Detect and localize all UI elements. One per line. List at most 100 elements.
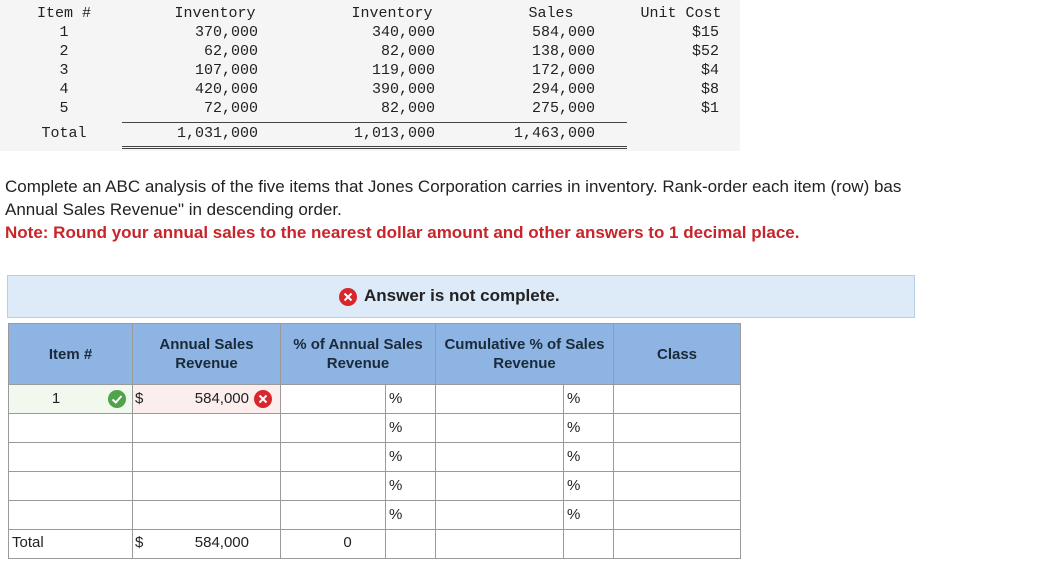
table-header: Cumulative % of Sales Revenue: [435, 323, 614, 385]
column-header: Item #: [36, 5, 91, 22]
cell-value: 119,000: [371, 62, 435, 79]
column-header: Inventory: [174, 5, 256, 22]
cell-value: $15: [691, 24, 719, 41]
rule: [122, 122, 627, 123]
cell-value: 62,000: [203, 43, 258, 60]
table-cell: [435, 384, 564, 414]
table-cell: [613, 500, 741, 530]
table-cell: [563, 384, 614, 414]
correct-icon: [108, 390, 126, 408]
table-cell: [435, 529, 564, 559]
answer-status: Answer is not complete.: [364, 286, 560, 305]
cell-value: 172,000: [531, 62, 595, 79]
total-value: 1,013,000: [353, 125, 435, 142]
answer-banner: [7, 275, 915, 318]
table-cell: [563, 529, 614, 559]
table-cell: [435, 500, 564, 530]
cell-value: 72,000: [203, 100, 258, 117]
table-cell: [280, 500, 386, 530]
table-cell: [385, 529, 436, 559]
table-cell: [280, 471, 386, 501]
table-cell: [613, 413, 741, 443]
item-number: 2: [59, 43, 69, 60]
table-header: Class: [613, 323, 741, 385]
cell-value: 340,000: [371, 24, 435, 41]
table-cell: [280, 529, 386, 559]
item-number: 1: [59, 24, 69, 41]
item-number: 1: [51, 390, 61, 407]
percent-unit: %: [389, 390, 403, 407]
total-label: Total: [12, 534, 44, 551]
table-cell: [385, 384, 436, 414]
table-cell: [613, 384, 741, 414]
cell-value: 370,000: [194, 24, 258, 41]
note-text: Note: Round your annual sales to the nea…: [5, 223, 800, 242]
table-header: % of Annual Sales Revenue: [280, 323, 436, 385]
table-cell: [132, 529, 281, 559]
total-percent: 0: [343, 534, 352, 551]
cell-value: $52: [691, 43, 719, 60]
double-rule: [122, 146, 627, 149]
total-value: 1,031,000: [176, 125, 258, 142]
percent-unit: %: [567, 448, 581, 465]
table-cell: [280, 384, 386, 414]
percent-unit: %: [389, 477, 403, 494]
column-header: Inventory: [351, 5, 433, 22]
percent-unit: %: [567, 477, 581, 494]
table-cell: [8, 500, 133, 530]
table-cell: [563, 442, 614, 472]
cell-value: 420,000: [194, 81, 258, 98]
table-cell: [132, 500, 281, 530]
percent-unit: %: [389, 419, 403, 436]
table-cell: [385, 471, 436, 501]
instruction-text: Complete an ABC analysis of the five ite…: [5, 177, 902, 196]
error-icon: [339, 288, 357, 306]
table-cell: [8, 529, 133, 559]
percent-unit: %: [567, 506, 581, 523]
item-number: 5: [59, 100, 69, 117]
cell-value: $4: [700, 62, 719, 79]
percent-unit: %: [567, 390, 581, 407]
cell-value: $8: [700, 81, 719, 98]
cell-value: $1: [700, 100, 719, 117]
table-cell: [613, 471, 741, 501]
table-header: Item #: [8, 323, 133, 385]
total-value: 1,463,000: [513, 125, 595, 142]
table-cell: [8, 413, 133, 443]
column-header: Sales: [528, 5, 574, 22]
cell-value: 584,000: [531, 24, 595, 41]
table-header: Annual Sales Revenue: [132, 323, 281, 385]
cell-value: 82,000: [380, 43, 435, 60]
table-cell: [280, 413, 386, 443]
table-cell: [132, 413, 281, 443]
table-cell: [8, 471, 133, 501]
table-cell: [613, 529, 741, 559]
table-cell: [435, 442, 564, 472]
cell-value: 294,000: [531, 81, 595, 98]
percent-unit: %: [389, 506, 403, 523]
item-number: 3: [59, 62, 69, 79]
total-label: Total: [41, 125, 87, 142]
table-cell: [613, 442, 741, 472]
item-number: 4: [59, 81, 69, 98]
instruction-text: Annual Sales Revenue" in descending orde…: [5, 200, 342, 219]
cell-value: 138,000: [531, 43, 595, 60]
table-cell: [385, 413, 436, 443]
table-cell: [435, 471, 564, 501]
percent-unit: %: [567, 419, 581, 436]
cell-value: 82,000: [380, 100, 435, 117]
table-cell: [8, 442, 133, 472]
incorrect-icon: [254, 390, 272, 408]
currency-sign: $: [135, 390, 144, 407]
cell-value: 390,000: [371, 81, 435, 98]
table-cell: [280, 442, 386, 472]
table-cell: [132, 442, 281, 472]
table-cell: [132, 471, 281, 501]
percent-unit: %: [389, 448, 403, 465]
total-sales: 584,000: [194, 534, 249, 551]
cell-value: 275,000: [531, 100, 595, 117]
currency-sign: $: [135, 534, 144, 551]
cell-value: 107,000: [194, 62, 258, 79]
inventory-panel: [0, 0, 740, 151]
sales-input: 584,000: [194, 390, 249, 407]
